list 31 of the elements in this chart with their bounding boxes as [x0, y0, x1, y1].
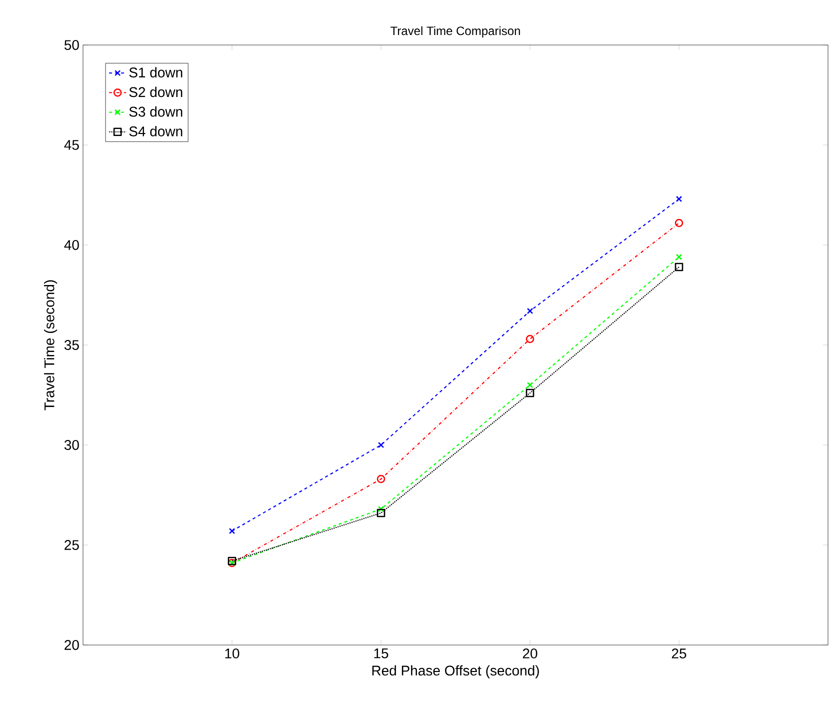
legend-label: S3 down — [129, 106, 182, 117]
y-tick-label: 20 — [64, 640, 79, 650]
y-tick-label: 50 — [64, 40, 79, 50]
point — [674, 262, 684, 272]
point — [674, 218, 684, 228]
y-tick-label: 35 — [64, 340, 79, 350]
point — [676, 196, 682, 202]
legend-label: S1 down — [129, 67, 182, 78]
y-axis-title: Travel Time (second) — [44, 280, 58, 410]
point — [378, 506, 384, 512]
y-tick-label: 40 — [64, 240, 79, 250]
x-tick-label: 25 — [672, 648, 686, 658]
point — [526, 334, 534, 344]
legend-label: S4 down — [129, 126, 182, 136]
point — [526, 382, 534, 388]
y-tick-label: 25 — [64, 540, 79, 550]
x-tick-label: 15 — [374, 648, 388, 658]
x-axis-title: Red Phase Offset (second) — [372, 665, 539, 678]
y-tick-label: 45 — [64, 140, 79, 150]
point — [376, 474, 386, 484]
point — [378, 442, 384, 448]
chart-title: Travel Time Comparison — [390, 26, 520, 38]
legend-label: S2 down — [129, 86, 182, 98]
point — [376, 508, 386, 518]
point — [526, 308, 534, 314]
y-tick-label: 30 — [64, 440, 79, 450]
point — [676, 254, 682, 260]
point — [228, 528, 236, 534]
x-tick-label: 10 — [225, 648, 240, 658]
point — [526, 388, 534, 398]
x-tick-label: 20 — [522, 648, 538, 658]
